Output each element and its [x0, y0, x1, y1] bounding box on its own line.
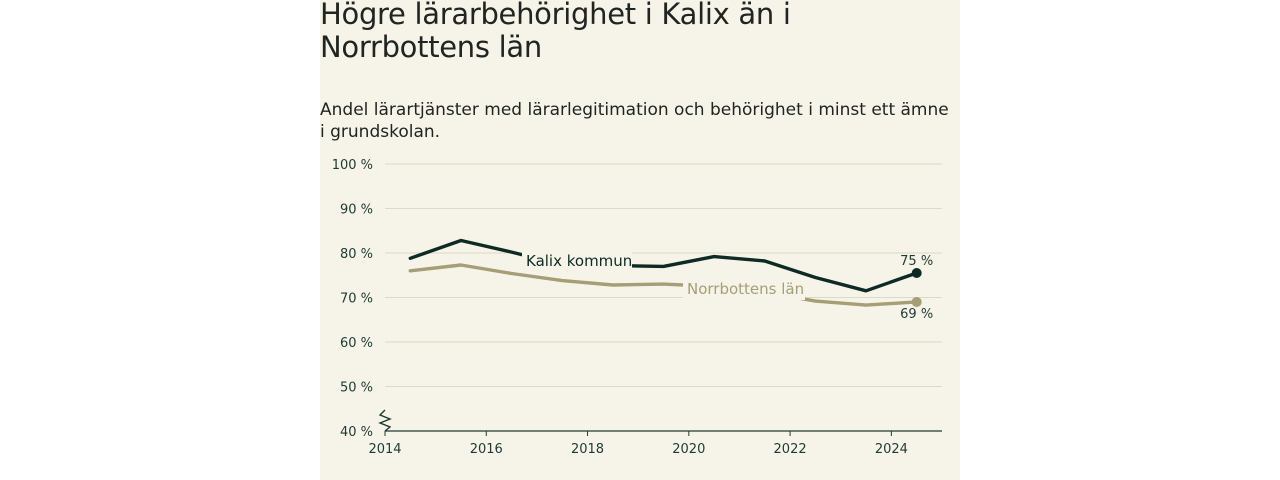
x-tick-label: 2024	[875, 442, 908, 457]
chart-title: Högre lärarbehörighet i Kalix än i Norrb…	[320, 0, 791, 64]
x-tick-label: 2018	[571, 442, 604, 457]
grid-lines	[385, 163, 942, 387]
chart-panel: Högre lärarbehörighet i Kalix än i Norrb…	[320, 0, 960, 480]
y-axis-ticks: 100 % 90 % 80 % 70 % 60 % 50 % 40 %	[332, 158, 373, 440]
label-backdrop	[522, 251, 632, 272]
y-tick-label: 90 %	[340, 203, 373, 218]
y-tick-label: 100 %	[332, 158, 373, 173]
series-line	[408, 238, 919, 293]
y-tick-label: 70 %	[340, 292, 373, 307]
axis-break-icon	[378, 409, 392, 432]
end-value-label: 69 %	[900, 307, 933, 322]
axis-break-zigzag	[378, 409, 392, 432]
x-tick-label: 2016	[470, 442, 503, 457]
series-lines	[408, 238, 922, 307]
label-backdrop	[683, 279, 805, 300]
x-tick-label: 2020	[672, 442, 705, 457]
series-line	[408, 263, 919, 307]
line-chart: 100 %90 %80 %70 %60 %50 %40 % 2014 2016 20…	[332, 158, 942, 457]
chart-subtitle: Andel lärartjänster med lärarlegitimatio…	[320, 100, 949, 142]
end-value-label: 75 %	[900, 254, 933, 269]
series-end-point	[911, 296, 922, 307]
series-name-label: Kalix kommun	[526, 252, 632, 270]
y-tick-label: 50 %	[340, 381, 373, 396]
series-labels: Kalix kommun Norrbottens län 75 % 69 %	[522, 251, 933, 322]
x-axis: 2014 2016 2018 2020 2022 2024	[368, 430, 942, 457]
x-tick-label: 2014	[368, 442, 401, 457]
x-tick-label: 2022	[774, 442, 807, 457]
y-tick-label: 60 %	[340, 336, 373, 351]
series-name-label: Norrbottens län	[687, 280, 804, 298]
series-end-point	[911, 268, 922, 279]
y-tick-label: 40 %	[340, 425, 373, 440]
y-tick-label: 80 %	[340, 247, 373, 262]
